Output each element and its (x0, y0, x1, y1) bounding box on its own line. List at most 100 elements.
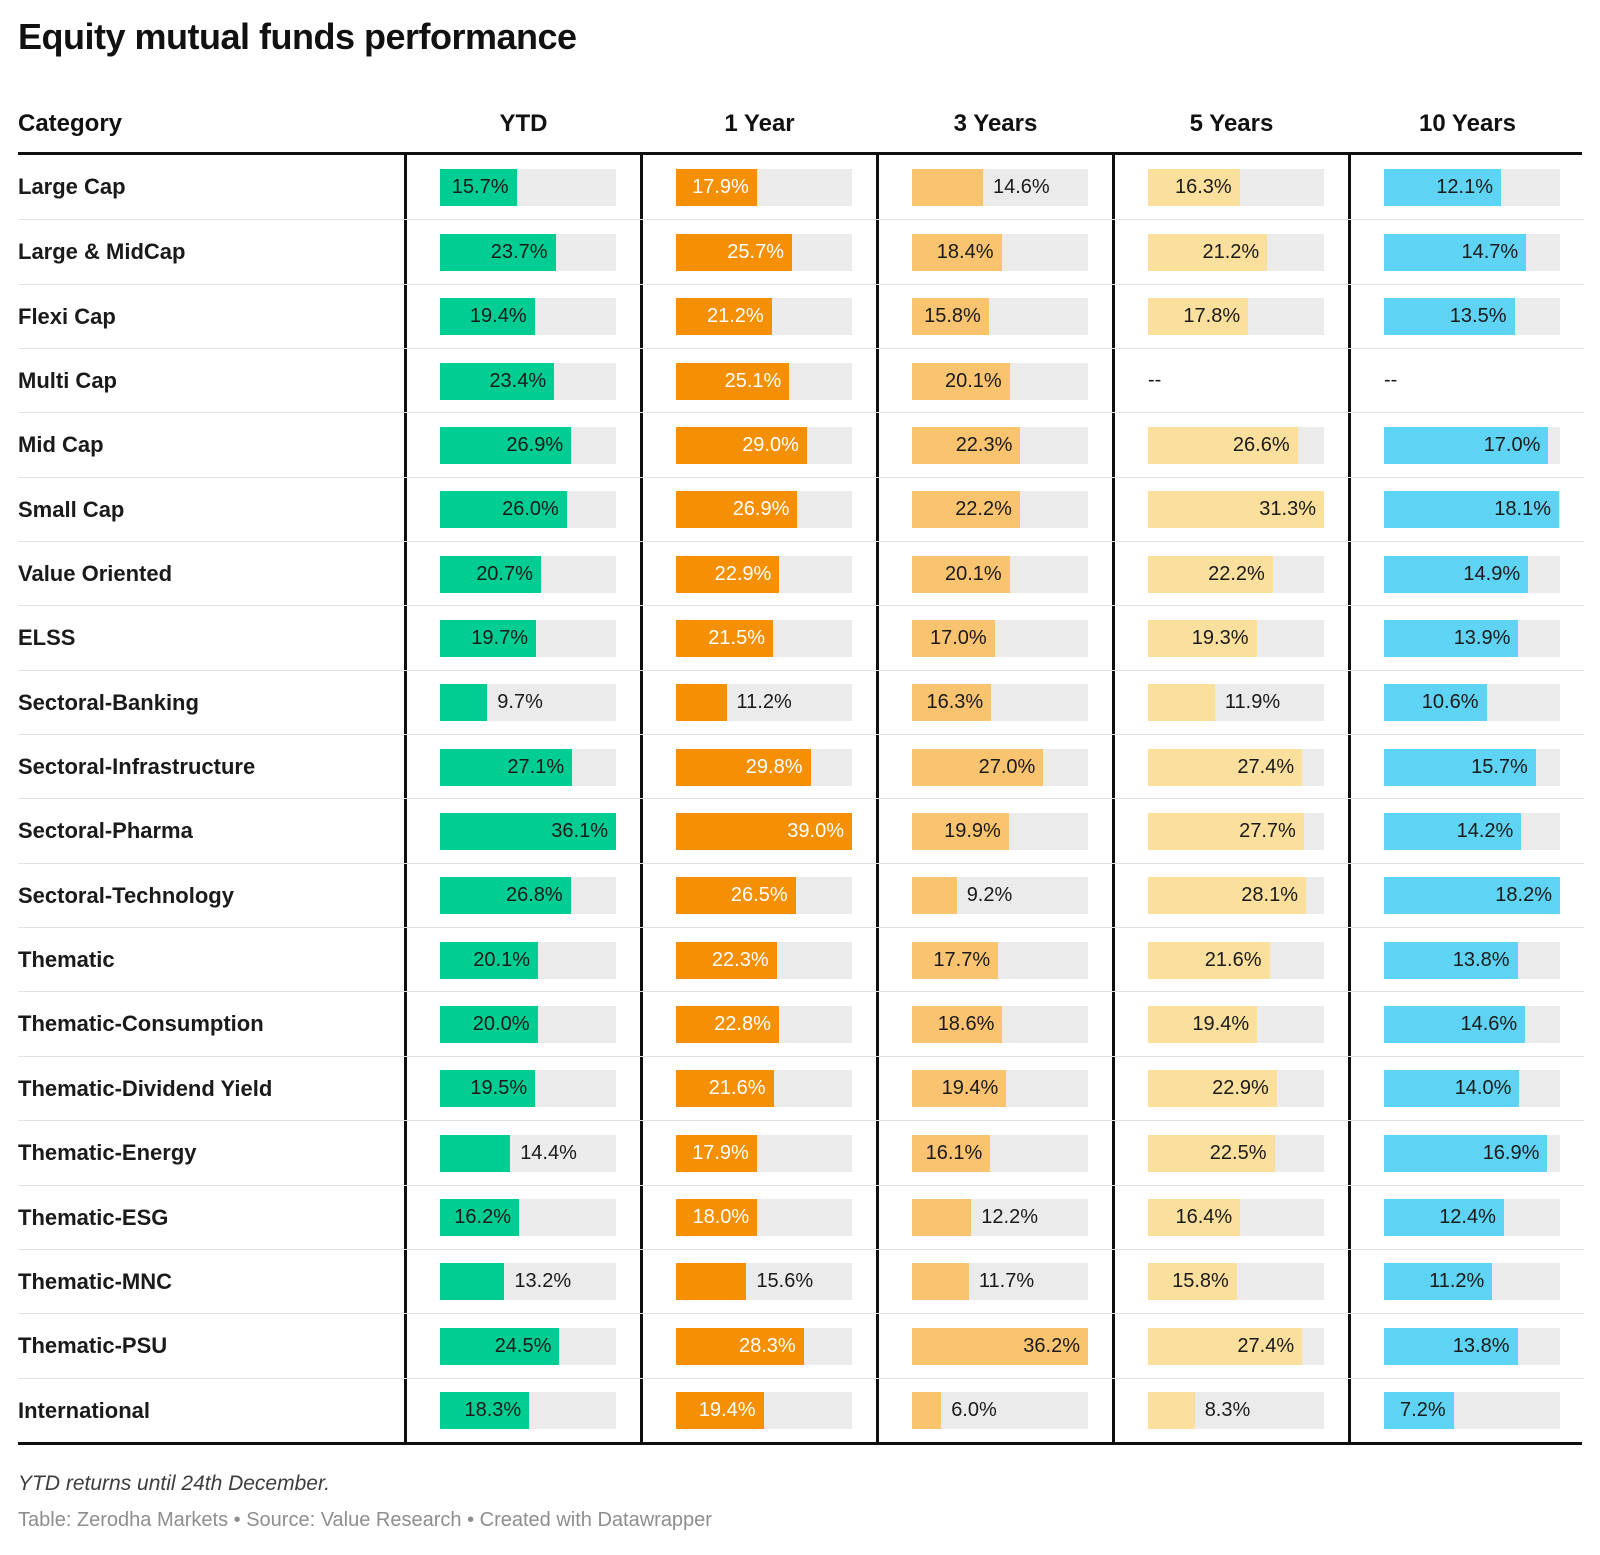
bar-fill (676, 812, 852, 850)
bar-fill (912, 426, 1021, 464)
table-row: Thematic-Consumption 20.0% 22.8% 18.6% 19.4%… (18, 991, 1584, 1055)
bar-cell-3y: 16.3% (876, 671, 1112, 734)
bar-track: 27.0% (912, 748, 1088, 786)
bar-value-label: 16.3% (926, 691, 984, 714)
bar-track: 11.9% (1148, 684, 1324, 722)
bar-value-label: 28.1% (1241, 884, 1298, 907)
bar-track: 16.4% (1148, 1199, 1324, 1236)
bar-value-label: 14.0% (1454, 1077, 1512, 1100)
bar-fill (1148, 1392, 1195, 1430)
category-label: Sectoral-Technology (18, 882, 234, 908)
bar-fill (1148, 1263, 1237, 1301)
bar-track: 27.4% (1148, 1327, 1324, 1365)
bar-track: 36.1% (440, 812, 616, 850)
bar-cell-10y: 13.8% (1348, 928, 1584, 991)
bar-track: 13.8% (1384, 941, 1560, 979)
bar-fill (440, 1070, 536, 1108)
bar-fill (440, 1005, 538, 1043)
bar-cell-3y: 15.8% (876, 285, 1112, 348)
bar-value-label: 21.5% (708, 626, 765, 649)
footnote: YTD returns until 24th December. (18, 1472, 331, 1495)
bar-cell-10y: 13.5% (1348, 285, 1584, 348)
bar-cell-5y: 22.9% (1112, 1057, 1348, 1120)
bar-fill (440, 491, 567, 529)
bar-cell-10y: 18.1% (1348, 478, 1584, 541)
table-row: Thematic 20.1% 22.3% 17.7% 21.6% 13.8% (18, 927, 1584, 991)
bar-cell-10y: 16.9% (1348, 1121, 1584, 1184)
bar-track: 19.4% (676, 1392, 852, 1430)
bar-track: 17.7% (912, 941, 1088, 979)
bar-fill (912, 362, 1010, 400)
bar-fill (676, 748, 811, 786)
bar-fill (676, 1327, 804, 1365)
bar-value-label: 11.7% (978, 1270, 1035, 1293)
bar-fill (1148, 1199, 1241, 1236)
bar-cell-10y: 15.7% (1348, 735, 1584, 798)
bar-cell-1y: 25.1% (640, 349, 876, 412)
bar-fill (440, 1392, 530, 1430)
bar-value-label: 14.9% (1463, 562, 1521, 585)
bar-fill (1384, 684, 1487, 722)
bar-fill (1384, 233, 1527, 271)
bar-track: 28.1% (1148, 877, 1324, 915)
bar-cell-1y: 28.3% (640, 1314, 876, 1377)
bar-cell-10y: 12.4% (1348, 1186, 1584, 1249)
bar-fill (440, 619, 536, 657)
bar-track: 26.6% (1148, 426, 1324, 464)
bar-track: 20.0% (440, 1005, 616, 1043)
bar-track: 19.3% (1148, 619, 1324, 657)
bar-fill (912, 491, 1020, 529)
bar-value-label: 16.3% (1174, 175, 1232, 198)
bar-value-label: 20.0% (472, 1012, 530, 1035)
column-header-10-years: 10 Years (1419, 110, 1516, 137)
bar-cell-ytd: 24.5% (404, 1314, 640, 1377)
bar-value-label: 26.0% (502, 498, 559, 521)
bar-value-label: 14.7% (1461, 240, 1519, 263)
bar-track: 12.1% (1384, 168, 1560, 206)
bar-track: 20.7% (440, 555, 616, 593)
bar-fill (440, 812, 616, 850)
bar-value-label: 23.7% (490, 240, 548, 263)
bar-fill (676, 1199, 758, 1236)
bar-cell-10y: 13.9% (1348, 606, 1584, 669)
bar-cell-10y: 14.6% (1348, 992, 1584, 1055)
bar-track: 18.1% (1384, 491, 1560, 529)
bar-fill (912, 812, 1009, 850)
bar-track: 21.2% (676, 298, 852, 336)
bar-value-label: 17.9% (692, 1141, 749, 1164)
bar-cell-3y: 17.7% (876, 928, 1112, 991)
bar-track: 11.7% (912, 1263, 1088, 1301)
bar-track: 19.7% (440, 619, 616, 657)
bar-fill (676, 1134, 757, 1172)
bar-track: 20.1% (912, 555, 1088, 593)
bar-track: 29.8% (676, 748, 852, 786)
bar-cell-1y: 26.5% (640, 864, 876, 927)
bar-value-label: 11.9% (1224, 691, 1281, 714)
bar-fill (1384, 1392, 1454, 1430)
bar-value-label: 18.1% (1494, 498, 1551, 521)
bar-value-label: 13.5% (1449, 305, 1507, 328)
bar-cell-ytd: 26.8% (404, 864, 640, 927)
bar-value-label: 13.8% (1452, 948, 1510, 971)
bar-value-label: 22.9% (714, 562, 772, 585)
bar-value-label: 16.9% (1482, 1141, 1540, 1164)
bar-fill (676, 233, 792, 271)
bar-cell-3y: 19.4% (876, 1057, 1112, 1120)
bar-track: 9.2% (912, 877, 1088, 915)
bar-cell-5y: 16.3% (1112, 155, 1348, 219)
table-row: Mid Cap 26.9% 29.0% 22.3% 26.6% 17.0% (18, 412, 1584, 476)
category-label: Large Cap (18, 174, 126, 199)
bar-track: 8.3% (1148, 1392, 1324, 1430)
bar-value-label: 17.0% (929, 626, 987, 649)
bar-cell-1y: 39.0% (640, 799, 876, 862)
bar-cell-1y: 29.0% (640, 413, 876, 476)
bar-cell-ytd: 13.2% (404, 1250, 640, 1313)
bar-value-label: 27.0% (978, 755, 1036, 778)
bar-cell-5y: 19.4% (1112, 992, 1348, 1055)
bar-cell-ytd: 20.0% (404, 992, 640, 1055)
missing-value: -- (1384, 369, 1398, 392)
bar-fill (440, 1134, 511, 1172)
bar-value-label: 16.4% (1175, 1206, 1233, 1228)
bar-cell-ytd: 26.9% (404, 413, 640, 476)
